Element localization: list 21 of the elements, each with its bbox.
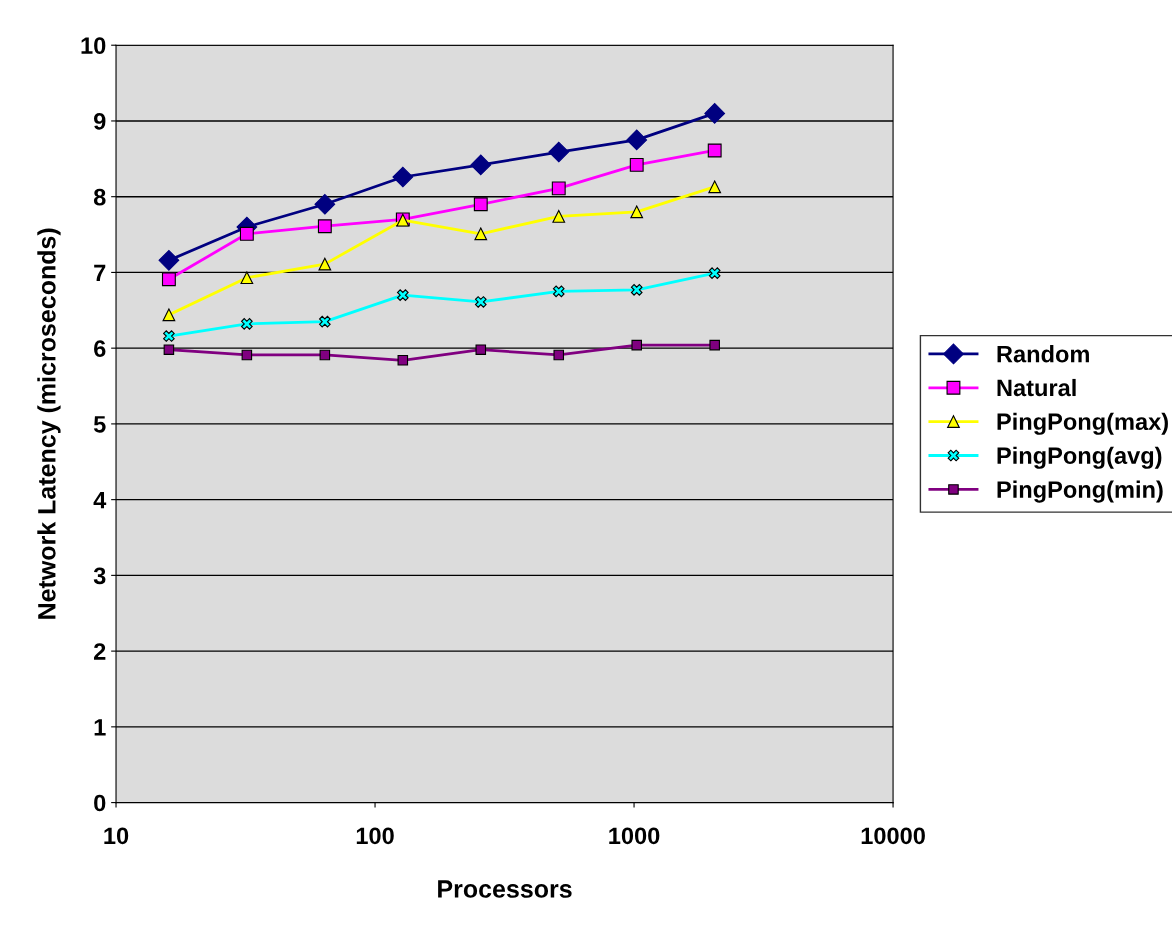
y-tick-label: 4	[93, 491, 107, 509]
legend-label: Random	[997, 345, 1089, 363]
y-tick-label: 6	[94, 340, 106, 357]
legend-label: PingPong(min)	[997, 480, 1163, 503]
y-tick-label: 2	[93, 643, 106, 660]
y-tick-label: 10	[81, 37, 106, 54]
y-tick-label: 0	[94, 794, 106, 812]
y-tick-label: 8	[93, 188, 106, 206]
y-tick-label: 3	[93, 567, 106, 585]
x-axis-title: Processors	[438, 880, 572, 898]
x-tick-label: 1000	[609, 827, 660, 845]
x-tick-label: 100	[356, 827, 394, 845]
legend-label: PingPong(avg)	[997, 446, 1162, 469]
y-axis-title: Network Latency (microseconds)	[37, 228, 61, 619]
y-tick-label: 5	[93, 416, 106, 433]
legend-label: PingPong(max)	[997, 412, 1168, 435]
y-tick-label: 9	[93, 113, 106, 130]
y-tick-label: 1	[94, 719, 106, 736]
x-tick-label: 10000	[861, 827, 925, 845]
y-tick-label: 7	[94, 264, 106, 281]
legend-label: Natural	[997, 378, 1076, 397]
